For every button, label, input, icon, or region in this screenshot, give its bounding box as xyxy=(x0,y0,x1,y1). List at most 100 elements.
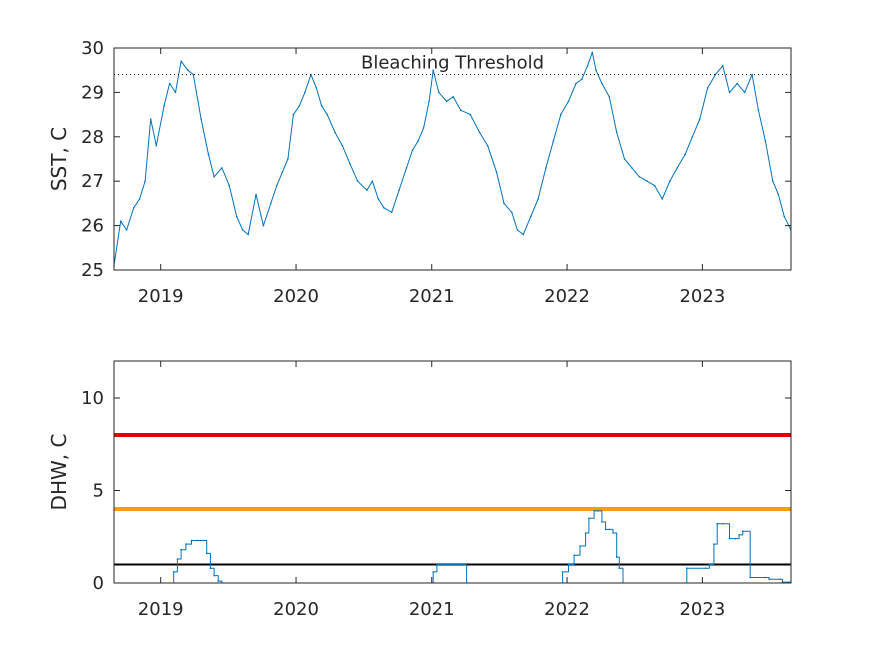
sst-data-point xyxy=(168,82,171,85)
sst-x-ticks: 2019 2020 2021 2022 2023 xyxy=(138,48,725,307)
sst-data-point xyxy=(777,193,780,196)
sst-data-point xyxy=(262,224,265,227)
dhw-data-point xyxy=(722,523,724,525)
dhw-data-point xyxy=(615,556,618,558)
sst-data-point xyxy=(200,118,202,120)
dhw-data-point xyxy=(728,537,731,540)
y-tick-label: 5 xyxy=(93,481,104,502)
sst-data-point xyxy=(459,109,462,111)
sst-data-point xyxy=(661,198,664,200)
sst-data-point xyxy=(349,162,351,165)
sst-y-ticks: 25 26 27 28 29 30 xyxy=(81,38,791,281)
sst-data-point xyxy=(383,207,385,209)
sst-data-point xyxy=(722,65,724,67)
dhw-data-point xyxy=(205,552,208,555)
sst-data-point xyxy=(119,220,122,222)
dhw-data-point xyxy=(209,567,212,569)
dhw-data-point xyxy=(463,563,466,566)
dhw-data-point xyxy=(716,523,718,525)
dhw-y-ticks: 0 5 10 xyxy=(81,388,791,594)
sst-data-point xyxy=(575,82,577,85)
sst-data-point xyxy=(270,202,272,205)
sst-data-point xyxy=(221,167,223,169)
sst-data-point xyxy=(676,167,678,169)
x-tick-label: 2022 xyxy=(544,599,590,620)
dhw-data-point xyxy=(768,578,770,581)
dhw-data-point xyxy=(196,539,199,542)
x-tick-label: 2020 xyxy=(273,286,319,307)
sst-data-point xyxy=(315,87,318,89)
sst-data-point xyxy=(377,198,380,200)
dhw-data-point xyxy=(734,537,737,540)
sst-data-point xyxy=(163,104,165,107)
dhw-data-point xyxy=(608,528,611,531)
dhw-data-point xyxy=(708,563,711,566)
dhw-x-ticks: 2019 2020 2021 2022 2023 xyxy=(138,361,725,620)
sst-data-point xyxy=(743,91,746,94)
sst-data-point xyxy=(207,153,210,156)
sst-data-point xyxy=(669,180,671,182)
dhw-data-point xyxy=(172,571,175,573)
sst-data-point xyxy=(304,91,306,94)
dhw-data-point xyxy=(779,578,781,581)
y-tick-label: 26 xyxy=(81,216,104,237)
y-tick-label: 0 xyxy=(93,573,104,594)
sst-data-point xyxy=(292,113,295,116)
sst-data-point xyxy=(646,180,648,182)
sst-data-point xyxy=(405,167,408,169)
sst-data-point xyxy=(334,131,336,134)
sst-data-point xyxy=(684,153,686,156)
sst-data-point xyxy=(653,184,656,187)
sst-data-point xyxy=(276,184,278,187)
sst-panel: Bleaching Threshold 25 26 27 28 29 30 2019 202… xyxy=(47,38,792,307)
sst-data-point xyxy=(552,140,555,142)
sst-data-point xyxy=(638,176,641,178)
sst-data-point xyxy=(601,82,603,85)
sst-data-point xyxy=(398,189,400,191)
sst-data-point xyxy=(180,60,182,63)
dhw-y-axis-label: DHW, C xyxy=(47,434,71,511)
sst-data-point xyxy=(149,118,152,120)
dhw-data-point xyxy=(588,517,590,520)
dhw-data-point xyxy=(742,530,744,532)
sst-data-point xyxy=(356,180,359,182)
dhw-data-point xyxy=(567,563,570,566)
dhw-data-point xyxy=(604,528,607,531)
dhw-data-point xyxy=(202,539,204,542)
sst-data-point xyxy=(445,100,448,103)
y-tick-label: 28 xyxy=(81,127,104,148)
dhw-data-point xyxy=(738,534,740,536)
dhw-data-point xyxy=(713,543,715,545)
x-tick-label: 2020 xyxy=(273,599,319,620)
sst-data-point xyxy=(495,171,498,174)
dhw-data-area xyxy=(114,510,791,583)
y-tick-label: 25 xyxy=(81,260,104,281)
x-tick-label: 2021 xyxy=(409,286,455,307)
dhw-data-point xyxy=(190,539,193,542)
sst-data-point xyxy=(452,96,455,98)
sst-data-point xyxy=(567,100,570,103)
sst-data-point xyxy=(529,215,532,218)
dhw-data-point xyxy=(180,548,182,551)
sst-y-axis-label: SST, C xyxy=(47,127,71,191)
sst-data-point xyxy=(691,136,694,138)
y-tick-label: 27 xyxy=(81,171,104,192)
dhw-series-line xyxy=(114,510,791,583)
y-tick-label: 30 xyxy=(81,38,104,59)
sst-data-point xyxy=(287,158,289,160)
x-tick-label: 2023 xyxy=(679,286,725,307)
dhw-data-point xyxy=(749,576,751,579)
dhw-data-point xyxy=(436,563,438,566)
dhw-data-point xyxy=(217,580,219,582)
sst-data-point xyxy=(422,127,425,129)
sst-data-point xyxy=(772,180,774,182)
sst-data-point xyxy=(235,215,238,218)
dhw-data-point xyxy=(432,571,435,573)
sst-data-point xyxy=(728,91,731,94)
sst-data-point xyxy=(417,140,419,142)
sst-data-point xyxy=(751,73,753,76)
sst-data-point xyxy=(132,207,135,209)
sst-data-point xyxy=(390,211,393,214)
sst-data-point xyxy=(192,73,195,76)
